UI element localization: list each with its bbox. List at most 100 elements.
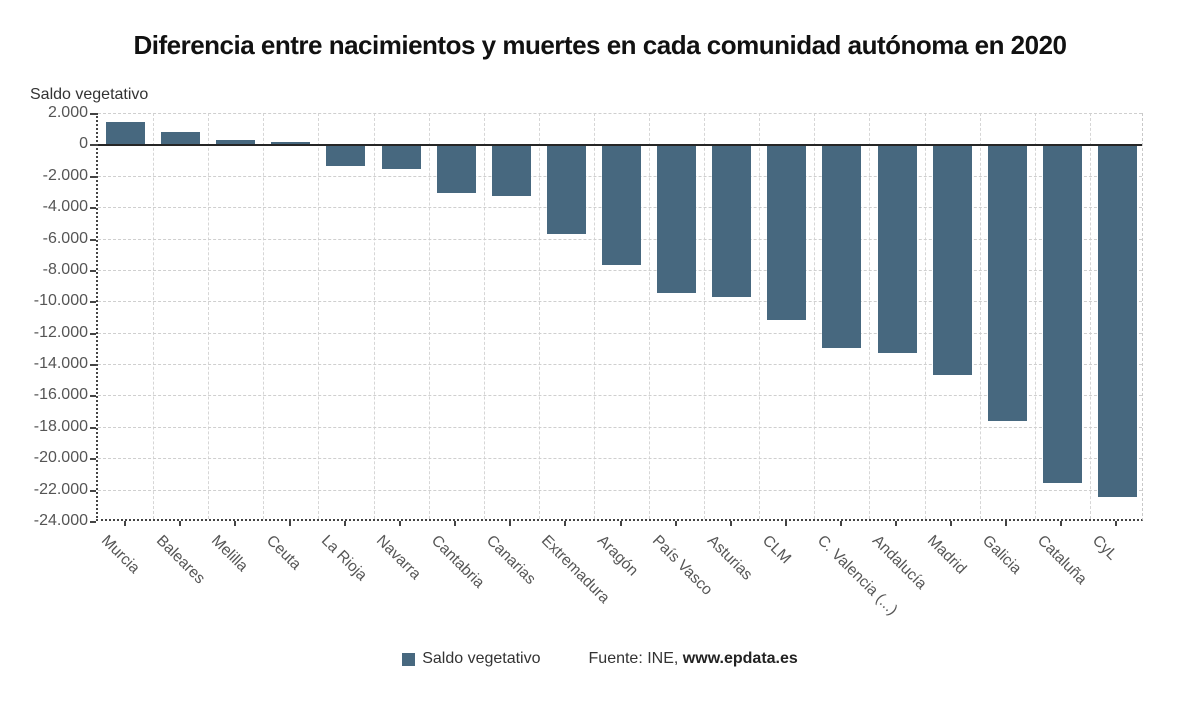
vertical-gridline bbox=[153, 113, 155, 519]
bar-pa-s-vasco[interactable] bbox=[657, 145, 697, 294]
y-tick-mark bbox=[90, 113, 96, 115]
vertical-gridline bbox=[869, 113, 871, 519]
vertical-gridline bbox=[538, 113, 540, 519]
x-tick-mark bbox=[343, 521, 346, 526]
bar-arag-n[interactable] bbox=[602, 145, 641, 266]
x-tick-mark bbox=[178, 521, 181, 526]
bar-clm[interactable] bbox=[767, 145, 807, 321]
vertical-gridline bbox=[593, 113, 595, 519]
x-axis-label: Murcia bbox=[97, 532, 143, 577]
bar-madrid[interactable] bbox=[932, 145, 972, 376]
x-axis-label: Canarias bbox=[483, 532, 540, 588]
gridline bbox=[98, 301, 1142, 303]
gridline bbox=[98, 269, 1142, 271]
bar-asturias[interactable] bbox=[712, 145, 752, 297]
gridline bbox=[98, 113, 1142, 114]
x-axis-label: Galicia bbox=[979, 532, 1025, 578]
x-axis-label: CyL bbox=[1089, 532, 1121, 564]
x-tick-mark bbox=[1060, 521, 1063, 526]
vertical-gridline bbox=[924, 113, 926, 519]
bar-canarias[interactable] bbox=[491, 145, 531, 197]
x-axis-label: Baleares bbox=[152, 532, 208, 588]
vertical-gridline bbox=[208, 113, 210, 519]
x-axis-label: Navarra bbox=[373, 532, 425, 584]
x-axis-label: Cantabria bbox=[428, 532, 488, 592]
bar-andaluc-a[interactable] bbox=[877, 145, 917, 354]
x-axis-label: Melilla bbox=[207, 532, 251, 576]
y-tick-mark bbox=[90, 238, 96, 241]
x-tick-mark bbox=[839, 521, 842, 526]
gridline bbox=[98, 426, 1142, 428]
vertical-gridline bbox=[1034, 113, 1036, 519]
gridline bbox=[98, 364, 1142, 366]
y-axis-tick-label: -10.000 bbox=[33, 292, 88, 310]
source-text: Fuente: INE, www.epdata.es bbox=[589, 650, 798, 668]
x-axis-label: Cataluña bbox=[1034, 532, 1091, 588]
gridline bbox=[98, 489, 1142, 491]
y-axis-tick-label: -14.000 bbox=[33, 355, 88, 373]
x-tick-mark bbox=[950, 521, 953, 526]
bar-melilla[interactable] bbox=[216, 139, 256, 145]
bar-catalu-a[interactable] bbox=[1042, 145, 1082, 484]
vertical-gridline bbox=[263, 113, 265, 519]
vertical-gridline bbox=[704, 113, 706, 519]
vertical-gridline bbox=[649, 113, 651, 519]
y-tick-mark bbox=[90, 332, 96, 335]
legend-row: Saldo vegetativo Fuente: INE, www.epdata… bbox=[0, 650, 1200, 668]
plot-area bbox=[90, 113, 1143, 523]
x-tick-mark bbox=[564, 521, 567, 526]
y-axis-tick-label: -16.000 bbox=[33, 386, 88, 404]
y-tick-mark bbox=[90, 426, 96, 429]
y-tick-mark bbox=[90, 521, 96, 523]
y-axis-tick-label: -20.000 bbox=[33, 449, 88, 467]
zero-line bbox=[98, 144, 1142, 147]
x-axis-labels: Murcia Baleares Melilla Ceuta La Rioja Navarr… bbox=[96, 528, 1143, 638]
bar-extremadura[interactable] bbox=[546, 145, 586, 234]
source-site-link[interactable]: www.epdata.es bbox=[682, 650, 798, 667]
source-prefix: Fuente: INE, bbox=[588, 650, 679, 667]
y-axis-labels: 2.000 0 -2.000 -4.000 -6.000 -8.000 -10.000 -12… bbox=[0, 104, 88, 529]
x-axis-ticks bbox=[96, 521, 1143, 527]
y-axis-tick-label: -8.000 bbox=[42, 260, 88, 278]
vertical-gridline bbox=[1089, 113, 1091, 519]
x-tick-mark bbox=[399, 521, 402, 526]
vertical-gridline bbox=[428, 113, 430, 519]
vertical-gridline bbox=[759, 113, 761, 519]
legend-label: Saldo vegetativo bbox=[422, 650, 541, 667]
legend-item-saldo-vegetativo[interactable]: Saldo vegetativo bbox=[402, 650, 541, 668]
y-axis-tick-label: 2.000 bbox=[47, 104, 88, 121]
vertical-gridline bbox=[979, 113, 981, 519]
gridline bbox=[98, 332, 1142, 334]
x-tick-mark bbox=[509, 521, 512, 526]
bar-cyl[interactable] bbox=[1097, 145, 1137, 498]
bar-ceuta[interactable] bbox=[271, 142, 311, 145]
x-axis-label: Madrid bbox=[924, 532, 970, 578]
y-axis-tick-label: -22.000 bbox=[33, 480, 88, 498]
y-tick-mark bbox=[90, 207, 96, 210]
x-axis-label: Aragón bbox=[593, 532, 641, 580]
y-axis-tick-label: -4.000 bbox=[42, 198, 88, 216]
bar-galicia[interactable] bbox=[987, 145, 1027, 421]
y-axis-tick-label: -12.000 bbox=[33, 323, 88, 341]
y-tick-mark bbox=[90, 269, 96, 272]
x-axis-label: CLM bbox=[758, 532, 794, 568]
y-tick-mark bbox=[90, 489, 96, 492]
vertical-gridline bbox=[483, 113, 485, 519]
x-tick-mark bbox=[729, 521, 732, 526]
y-tick-mark bbox=[90, 144, 96, 147]
y-axis-tick-label: -2.000 bbox=[42, 166, 88, 184]
y-tick-mark bbox=[90, 301, 96, 304]
bar-baleares[interactable] bbox=[161, 131, 201, 145]
x-axis-label: Asturias bbox=[703, 532, 756, 584]
y-axis-tick-label: -6.000 bbox=[42, 229, 88, 247]
bar-navarra[interactable] bbox=[381, 145, 421, 170]
y-tick-mark bbox=[90, 175, 96, 178]
vertical-gridline bbox=[373, 113, 375, 519]
y-axis-tick-label: -24.000 bbox=[33, 512, 88, 529]
bar-c-valencia[interactable] bbox=[822, 145, 862, 349]
bar-la-rioja[interactable] bbox=[326, 145, 366, 167]
bar-murcia[interactable] bbox=[106, 122, 146, 145]
x-tick-mark bbox=[895, 521, 898, 526]
bar-cantabria[interactable] bbox=[436, 145, 476, 194]
chart-title: Diferencia entre nacimientos y muertes e… bbox=[133, 30, 1067, 60]
